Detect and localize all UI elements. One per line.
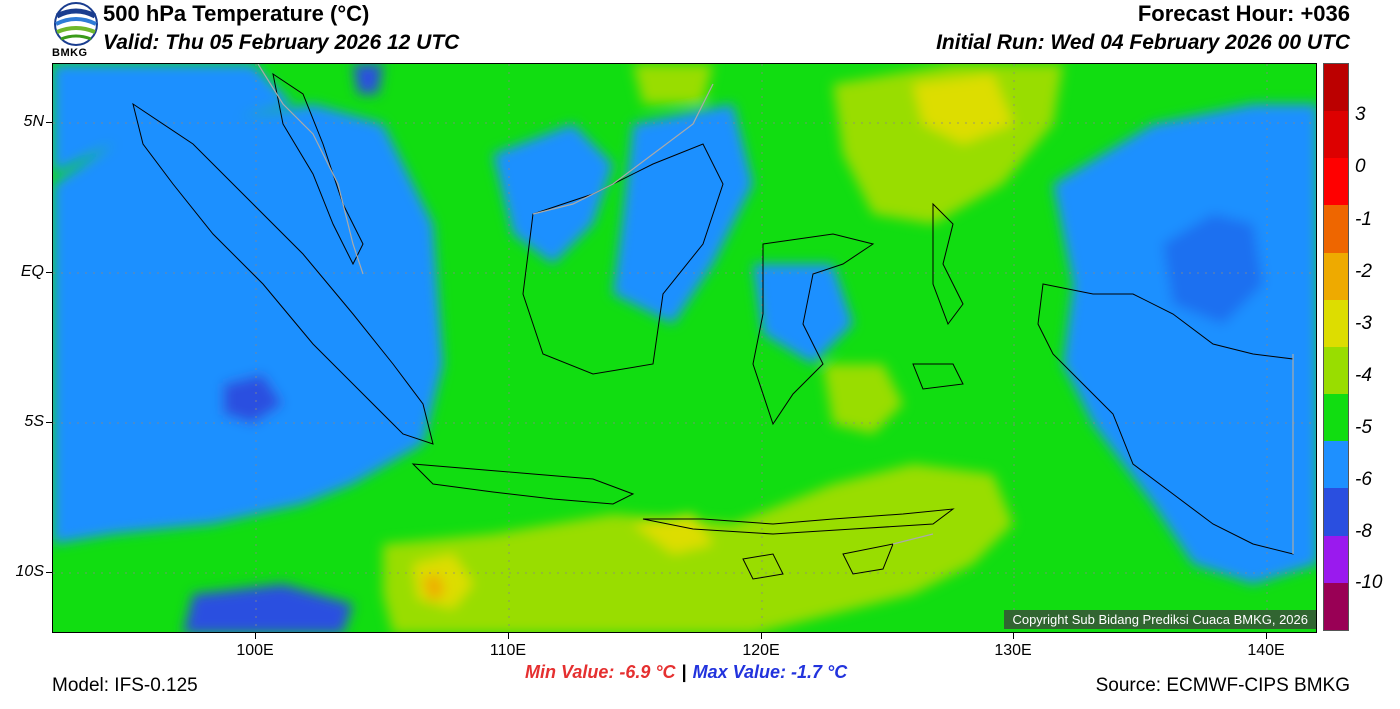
lon-label-120e: 120E — [742, 642, 780, 659]
colorbar-segment — [1324, 346, 1348, 395]
warm-region-north — [833, 64, 1063, 224]
lon-label-140e: 140E — [1247, 642, 1285, 659]
colorbar-label: -3 — [1355, 313, 1372, 334]
colorbar-segment — [1324, 205, 1348, 253]
colorbar — [1323, 63, 1349, 631]
source-label: Source: ECMWF-CIPS BMKG — [1095, 675, 1350, 696]
map-canvas — [53, 64, 1316, 632]
colorbar-label: -2 — [1355, 261, 1372, 282]
lat-tick — [46, 572, 52, 573]
warm-region-south — [383, 464, 1013, 632]
lon-label-130e: 130E — [994, 642, 1032, 659]
colorbar-segment — [1324, 252, 1348, 300]
boundaries — [257, 64, 1294, 554]
copyright-notice: Copyright Sub Bidang Prediksi Cuaca BMKG… — [1004, 610, 1316, 629]
colorbar-segment — [1324, 488, 1348, 536]
initial-run: Initial Run: Wed 04 February 2026 00 UTC — [936, 31, 1350, 54]
colorbar-label: -10 — [1355, 572, 1383, 593]
lon-label-110e: 110E — [489, 642, 527, 659]
forecast-hour: Forecast Hour: +036 — [1137, 1, 1350, 26]
lat-label-eq: EQ — [20, 263, 44, 280]
min-value: Min Value: -6.9 °C — [525, 662, 676, 682]
colorbar-segment — [1324, 64, 1348, 112]
colorbar-label: -8 — [1355, 521, 1372, 542]
colorbar-segment — [1324, 158, 1348, 206]
colorbar-label: -4 — [1355, 365, 1372, 386]
lat-label-5n: 5N — [23, 113, 44, 130]
lon-tick — [255, 633, 256, 639]
lon-tick — [1266, 633, 1267, 639]
logo-text: BMKG — [52, 47, 88, 59]
lat-label-5s: 5S — [24, 413, 44, 430]
colorbar-label: -5 — [1355, 417, 1372, 438]
colorbar-segment — [1324, 394, 1348, 442]
model-label: Model: IFS-0.125 — [52, 675, 198, 696]
colorbar-label: 0 — [1355, 156, 1366, 177]
min-max-separator: | — [681, 662, 687, 682]
lon-label-100e: 100E — [236, 642, 274, 659]
colorbar-segment — [1324, 441, 1348, 489]
colorbar-segment — [1324, 582, 1348, 630]
valid-time: Valid: Thu 05 February 2026 12 UTC — [103, 31, 460, 54]
colorbar-segment — [1324, 111, 1348, 159]
lat-tick — [46, 122, 52, 123]
lon-tick — [508, 633, 509, 639]
lon-tick — [761, 633, 762, 639]
graticule — [53, 64, 1316, 632]
colorbar-segment — [1324, 535, 1348, 583]
bmkg-logo — [54, 2, 98, 46]
colorbar-label: -1 — [1355, 209, 1372, 230]
lon-tick — [1013, 633, 1014, 639]
lat-label-10s: 10S — [15, 563, 44, 580]
max-value: Max Value: -1.7 °C — [692, 662, 848, 682]
min-max-values: Min Value: -6.9 °C | Max Value: -1.7 °C — [525, 662, 847, 683]
colorbar-segment — [1324, 299, 1348, 347]
colorbar-label: -6 — [1355, 469, 1372, 490]
chart-title: 500 hPa Temperature (°C) — [103, 1, 370, 26]
coastlines — [132, 72, 1294, 580]
lat-tick — [46, 422, 52, 423]
temperature-map — [52, 63, 1317, 633]
colorbar-label: 3 — [1355, 104, 1366, 125]
lat-tick — [46, 272, 52, 273]
